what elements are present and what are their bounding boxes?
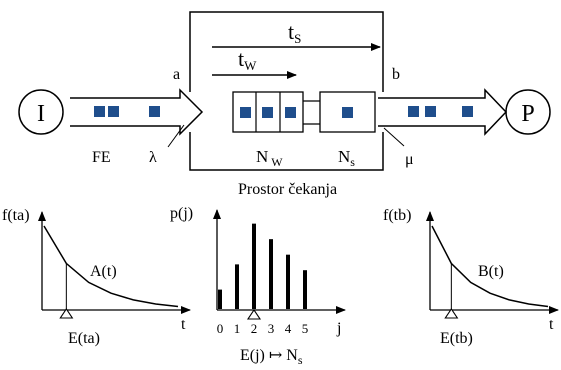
chart-y-label: f(ta) xyxy=(2,207,30,224)
output-customers xyxy=(408,106,473,117)
customer xyxy=(94,106,105,117)
x-tick-label: 0 xyxy=(217,321,224,336)
queue-buffer xyxy=(232,91,304,133)
bar-3 xyxy=(269,239,273,309)
point-a-label: a xyxy=(173,66,180,83)
mean-label: E(ta) xyxy=(68,330,100,347)
bar-0 xyxy=(218,289,222,309)
x-tick-label: 4 xyxy=(285,321,292,336)
x-tick-label: 5 xyxy=(302,321,309,336)
mean-marker xyxy=(59,308,74,319)
bar-4 xyxy=(286,254,290,309)
customer xyxy=(425,106,436,117)
customer-in-service xyxy=(342,107,353,118)
bar-1 xyxy=(235,264,239,309)
system-time-label: tS xyxy=(288,19,301,46)
customer xyxy=(108,106,119,117)
chart-y-label: p(j) xyxy=(170,205,193,222)
curve-label: A(t) xyxy=(90,263,117,280)
waiting-space-caption: Prostor čekanja xyxy=(238,181,337,198)
chart-x-label: j xyxy=(336,320,341,337)
source-node: I xyxy=(18,89,64,135)
source-node-label: I xyxy=(37,101,45,127)
arrival-rate-label: λ xyxy=(149,149,157,166)
mean-label: E(tb) xyxy=(440,330,473,347)
customer xyxy=(149,106,160,117)
mean-marker xyxy=(444,308,459,319)
service-count-label: Ns xyxy=(338,147,355,169)
mean-label: E(j) ↦ Ns xyxy=(240,347,303,367)
curve-label: B(t) xyxy=(478,263,504,280)
chart-service-density: f(tb) t B(t) E(tb) xyxy=(383,207,559,347)
customer xyxy=(462,106,473,117)
bar-2 xyxy=(252,223,256,309)
bar-5 xyxy=(303,270,307,309)
chart-x-label: t xyxy=(181,316,186,333)
chart-x-label: t xyxy=(549,316,554,333)
wait-time-label: tW xyxy=(238,46,257,73)
sink-node: P xyxy=(505,89,551,135)
queued-customer xyxy=(262,107,273,118)
x-tick-label: 2 xyxy=(251,321,258,336)
sink-node-label: P xyxy=(521,101,534,127)
input-customers xyxy=(94,106,160,117)
input-arrow xyxy=(70,88,204,136)
x-tick-label: 1 xyxy=(234,321,241,336)
chart-arrival-density: f(ta) t A(t) E(ta) xyxy=(2,207,191,347)
mean-marker xyxy=(246,309,262,320)
queued-customer xyxy=(240,107,251,118)
queued-customer xyxy=(285,107,296,118)
chart-y-label: f(tb) xyxy=(383,207,411,224)
customer xyxy=(408,106,419,117)
service-box xyxy=(319,91,376,133)
system-boundary xyxy=(189,11,384,171)
point-b-label: b xyxy=(392,66,400,83)
input-stream-label: FE xyxy=(92,149,111,166)
x-tick-label: 3 xyxy=(268,321,275,336)
service-rate-label: μ xyxy=(405,151,414,168)
output-arrow xyxy=(378,88,508,136)
